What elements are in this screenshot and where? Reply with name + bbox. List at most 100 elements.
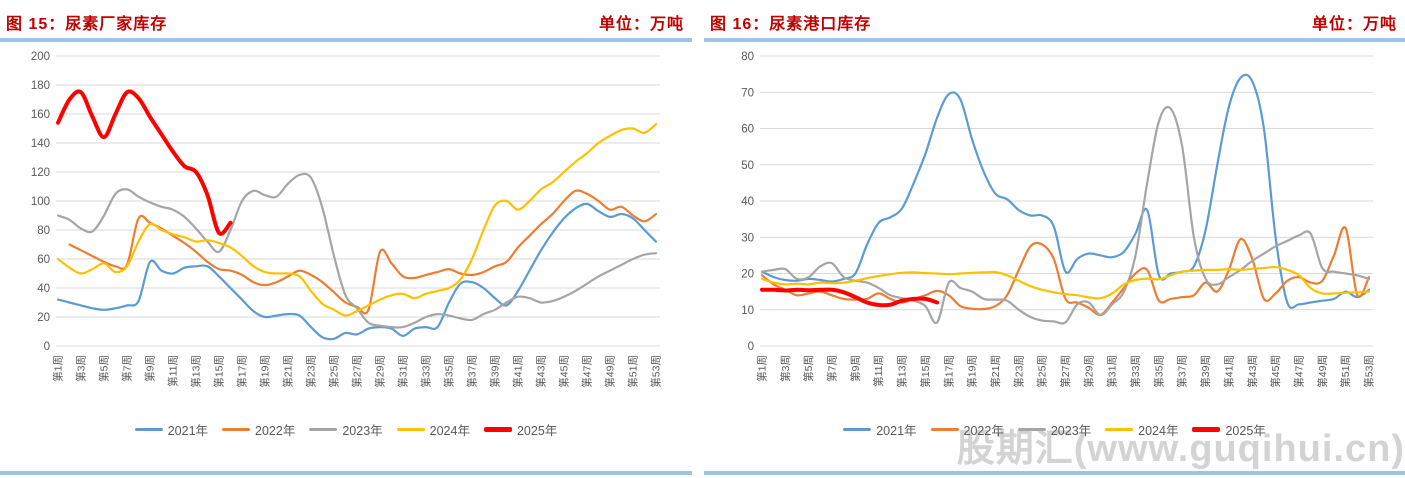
legend-item-2025: 2025年 — [1192, 420, 1266, 439]
svg-text:第5周: 第5周 — [98, 355, 111, 382]
svg-text:第43周: 第43周 — [1246, 355, 1259, 388]
svg-text:第35周: 第35周 — [1152, 355, 1165, 388]
legend-label: 2021年 — [167, 423, 209, 438]
svg-text:第41周: 第41周 — [1222, 355, 1235, 388]
legend-line-swatch — [309, 427, 338, 431]
panel-bottom-rule — [704, 471, 1405, 475]
svg-text:第17周: 第17周 — [942, 355, 955, 388]
legend-item-2025: 2025年 — [483, 420, 558, 439]
svg-text:第11周: 第11周 — [872, 355, 885, 387]
svg-text:第29周: 第29周 — [1082, 355, 1095, 388]
legend-label: 2024年 — [429, 423, 470, 438]
svg-text:第21周: 第21周 — [989, 355, 1002, 388]
svg-text:120: 120 — [31, 167, 50, 179]
legend-label: 2021年 — [876, 423, 917, 438]
svg-text:140: 140 — [31, 138, 50, 150]
svg-text:第1周: 第1周 — [756, 355, 769, 382]
svg-text:第33周: 第33周 — [420, 355, 433, 388]
svg-text:第3周: 第3周 — [779, 355, 792, 382]
svg-text:第15周: 第15周 — [213, 355, 226, 388]
svg-text:80: 80 — [741, 51, 754, 63]
svg-text:第19周: 第19周 — [966, 355, 979, 388]
legend-item-2022: 2022年 — [222, 420, 295, 439]
legend-label: 2025年 — [516, 423, 558, 438]
svg-text:第27周: 第27周 — [1059, 355, 1072, 388]
svg-text:第9周: 第9周 — [849, 355, 862, 382]
svg-text:20: 20 — [741, 269, 754, 281]
watermark: 股期汇(www.guqihui.cn) — [956, 428, 1405, 470]
svg-text:200: 200 — [31, 51, 50, 63]
legend-line-swatch — [930, 427, 959, 431]
legend-line-swatch — [843, 427, 872, 431]
svg-text:30: 30 — [741, 232, 754, 244]
svg-text:80: 80 — [37, 225, 50, 237]
legend-line-swatch — [1017, 427, 1046, 431]
legend-label: 2023年 — [1050, 423, 1092, 438]
chart-unit-label: 单位：万吨 — [598, 16, 684, 33]
chart-title: 图 16：尿素港口库存 — [710, 16, 872, 33]
legend-label: 2022年 — [255, 423, 296, 438]
title-rule — [704, 38, 1405, 42]
svg-text:第43周: 第43周 — [535, 355, 548, 388]
svg-text:第31周: 第31周 — [397, 355, 410, 388]
factory-inventory-chart: 020406080100120140160180200第1周 第3周 第5周 第7周第… — [31, 51, 663, 388]
port-chart-legend: 2021年 2022年 2023年 2024年 2025年 — [704, 418, 1405, 440]
svg-text:第7周: 第7周 — [121, 355, 134, 382]
legend-item-2022: 2022年 — [930, 420, 1004, 439]
legend-item-2023: 2023年 — [1017, 420, 1092, 439]
svg-text:第45周: 第45周 — [1269, 355, 1282, 388]
legend-line-swatch — [1105, 427, 1134, 431]
svg-text:第1周: 第1周 — [52, 355, 65, 382]
svg-text:100: 100 — [31, 196, 50, 208]
svg-text:第47周: 第47周 — [581, 355, 594, 388]
legend-item-2021: 2021年 — [134, 420, 209, 439]
legend-line-swatch — [1192, 426, 1221, 432]
svg-text:第35周: 第35周 — [443, 355, 456, 388]
svg-text:第5周: 第5周 — [802, 355, 815, 382]
svg-text:0: 0 — [748, 341, 754, 353]
factory-chart-legend: 2021年 2022年 2023年 2024年 2025年 — [0, 418, 692, 440]
svg-text:第7周: 第7周 — [826, 355, 839, 382]
svg-text:60: 60 — [741, 124, 754, 136]
svg-text:第23周: 第23周 — [1012, 355, 1025, 388]
port-inventory-panel: 图 16：尿素港口库存 单位：万吨 0 10 20 30 40 50 60 70 80 第1周 第3… — [704, 0, 1405, 478]
panel-header: 图 16：尿素港口库存 单位：万吨 — [704, 0, 1405, 36]
svg-text:第39周: 第39周 — [489, 355, 502, 388]
svg-text:第17周: 第17周 — [236, 355, 249, 388]
legend-label: 2024年 — [1138, 423, 1179, 438]
svg-text:20: 20 — [37, 312, 50, 324]
legend-label: 2023年 — [342, 423, 383, 438]
legend-line-swatch — [134, 427, 163, 431]
svg-text:第37周: 第37周 — [1176, 355, 1189, 388]
legend-line-swatch — [396, 427, 425, 431]
svg-text:50: 50 — [741, 160, 754, 172]
svg-text:第33周: 第33周 — [1129, 355, 1142, 388]
svg-text:第29周: 第29周 — [374, 355, 387, 388]
legend-label: 2025年 — [1225, 423, 1266, 438]
title-rule — [0, 38, 692, 42]
svg-text:第25周: 第25周 — [328, 355, 341, 388]
svg-text:160: 160 — [31, 109, 50, 121]
svg-text:10: 10 — [741, 305, 754, 317]
svg-text:180: 180 — [31, 80, 50, 92]
svg-text:第41周: 第41周 — [512, 355, 525, 388]
svg-text:0: 0 — [44, 341, 50, 353]
legend-item-2021: 2021年 — [843, 420, 917, 439]
svg-text:第51周: 第51周 — [627, 355, 640, 388]
svg-text:第23周: 第23周 — [305, 355, 318, 388]
svg-text:40: 40 — [741, 196, 754, 208]
svg-text:第27周: 第27周 — [351, 355, 364, 388]
svg-text:70: 70 — [741, 87, 754, 99]
svg-text:第53周: 第53周 — [1363, 355, 1376, 388]
svg-text:第11周: 第11周 — [167, 355, 180, 387]
svg-text:第15周: 第15周 — [919, 355, 932, 388]
svg-text:第3周: 第3周 — [75, 355, 88, 382]
svg-text:第49周: 第49周 — [604, 355, 617, 388]
panel-header: 图 15：尿素厂家库存 单位：万吨 — [0, 0, 692, 36]
factory-inventory-panel: 图 15：尿素厂家库存 单位：万吨 0 20 40 60 80 100 120 140 160 1… — [0, 0, 692, 478]
legend-item-2024: 2024年 — [1105, 420, 1178, 439]
legend-line-swatch — [222, 427, 251, 431]
panel-bottom-rule — [0, 471, 692, 475]
svg-text:第13周: 第13周 — [896, 355, 909, 388]
